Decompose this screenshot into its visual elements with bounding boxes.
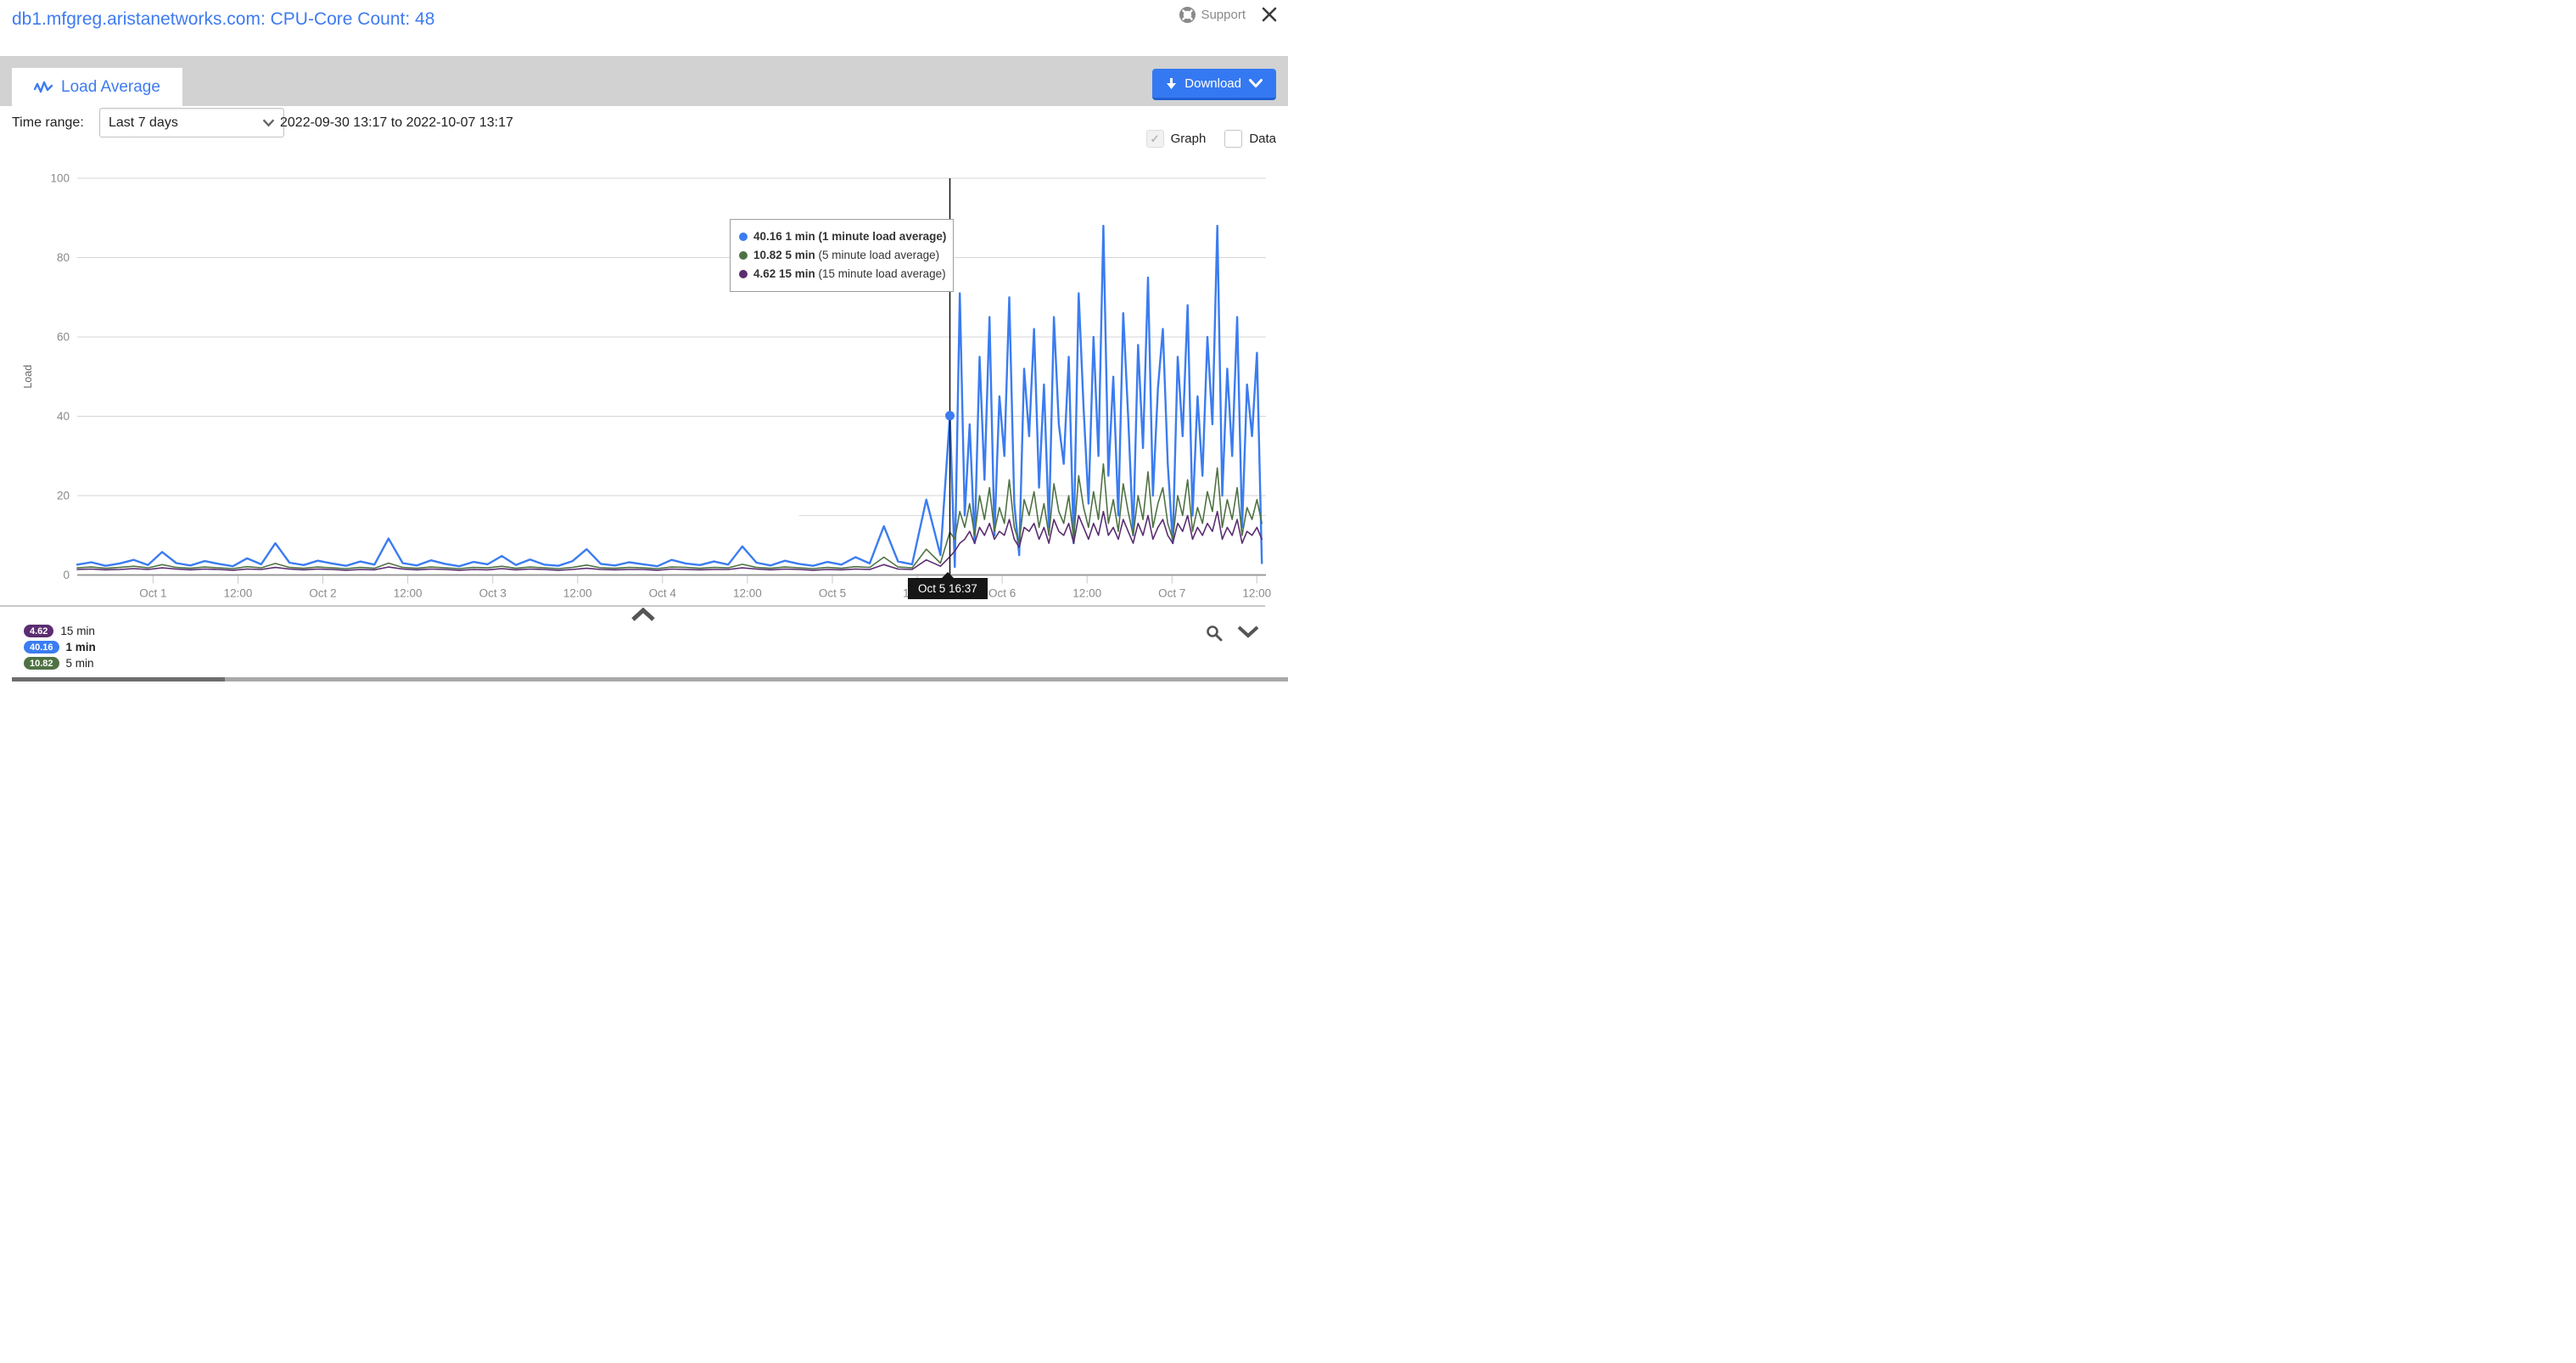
y-tick-label: 40	[57, 410, 70, 423]
tab-load-average[interactable]: Load Average	[12, 68, 182, 106]
x-tick-label: 12:00	[563, 587, 592, 600]
pan-up-chevron-icon[interactable]	[630, 608, 656, 622]
y-tick-label: 60	[57, 331, 70, 344]
tooltip-row: 10.82 5 min (5 minute load average)	[739, 246, 944, 265]
chart-canvas[interactable]: 0 20 40 60 80 100 Load Oct 1 12:00 Oct 2 12:00 Oct …	[0, 157, 1288, 603]
series-1-min	[76, 224, 1263, 569]
x-tick-label: 12:00	[224, 587, 253, 600]
series-5-min	[76, 463, 1263, 569]
chart-legend: 4.62 15 min 40.16 1 min 10.82 5 min	[24, 625, 96, 670]
x-tick-label: 12:00	[1242, 587, 1271, 600]
series-dot-icon	[739, 270, 748, 278]
tab-bar: Load Average Download	[0, 56, 1288, 106]
select-chevron-icon	[262, 119, 275, 126]
y-axis-title: Load	[22, 365, 34, 389]
x-tick-label: 12:00	[1072, 587, 1101, 600]
page-title: db1.mfgreg.aristanetworks.com: CPU-Core …	[12, 9, 435, 29]
crosshair-time-tooltip: Oct 5 16:37	[908, 572, 988, 599]
legend-item[interactable]: 40.16 1 min	[24, 641, 96, 653]
x-tick-label: Oct 6	[988, 587, 1016, 600]
pan-down-chevron-icon[interactable]	[1237, 625, 1259, 638]
y-tick-label: 100	[50, 172, 70, 185]
x-tick-label: 12:00	[733, 587, 762, 600]
graph-label: Graph	[1170, 132, 1207, 146]
legend-value-pill[interactable]: 40.16	[24, 641, 59, 653]
legend-item[interactable]: 4.62 15 min	[24, 625, 96, 637]
x-tick-label: Oct 1	[139, 587, 166, 600]
load-average-chart[interactable]: 0 20 40 60 80 100 Load Oct 1 12:00 Oct 2 12:00 Oct …	[0, 157, 1288, 603]
x-tick-label: Oct 4	[649, 587, 677, 600]
bottom-divider	[0, 605, 1265, 607]
y-tick-label: 80	[57, 251, 70, 264]
legend-value-pill[interactable]: 10.82	[24, 657, 59, 670]
tooltip-row: 4.62 15 min (15 minute load average)	[739, 265, 946, 283]
scrollbar-thumb[interactable]	[12, 677, 225, 682]
x-tick-label: Oct 3	[479, 587, 507, 600]
legend-label: 15 min	[60, 625, 95, 637]
horizontal-scrollbar[interactable]	[12, 677, 1288, 682]
x-tick-label: 12:00	[394, 587, 423, 600]
close-icon[interactable]	[1261, 6, 1278, 23]
pulse-line-icon	[34, 81, 53, 93]
y-tick-label: 20	[57, 490, 70, 502]
legend-item[interactable]: 10.82 5 min	[24, 657, 96, 670]
x-tick-label: Oct 5	[819, 587, 846, 600]
time-range-label: Time range:	[12, 115, 84, 130]
series-dot-icon	[739, 251, 748, 260]
tooltip-row: 40.16 1 min (1 minute load average)	[739, 227, 946, 246]
graph-checkbox[interactable]: ✓	[1145, 130, 1164, 148]
data-label: Data	[1249, 132, 1276, 146]
support-label: Support	[1201, 8, 1246, 22]
series-15-min	[76, 510, 1263, 571]
download-label: Download	[1184, 76, 1241, 91]
zoom-icon[interactable]	[1205, 624, 1224, 642]
chevron-down-icon	[1249, 78, 1263, 87]
life-ring-icon	[1179, 7, 1196, 23]
y-tick-label: 0	[63, 569, 70, 581]
header: db1.mfgreg.aristanetworks.com: CPU-Core …	[0, 0, 1288, 56]
download-button[interactable]: Download	[1152, 69, 1276, 100]
series-dot-icon	[739, 233, 748, 241]
legend-label: 5 min	[65, 657, 94, 670]
download-arrow-icon	[1167, 77, 1177, 89]
tab-label: Load Average	[61, 77, 160, 96]
legend-value-pill[interactable]: 4.62	[24, 625, 54, 637]
date-range-text: 2022-09-30 13:17 to 2022-10-07 13:17	[280, 115, 513, 130]
data-checkbox[interactable]	[1224, 130, 1243, 148]
graph-toggle[interactable]: ✓ Graph	[1145, 130, 1207, 148]
legend-label: 1 min	[65, 641, 96, 653]
hover-point	[945, 411, 955, 421]
data-toggle[interactable]: Data	[1224, 130, 1276, 148]
time-range-select[interactable]: Last 7 days	[99, 108, 284, 137]
x-tick-label: Oct 2	[309, 587, 336, 600]
support-link[interactable]: Support	[1179, 7, 1246, 23]
time-range-value: Last 7 days	[109, 115, 178, 130]
view-toggles: ✓ Graph Data	[1145, 130, 1276, 148]
x-tick-label: Oct 7	[1158, 587, 1185, 600]
chart-tooltip: 40.16 1 min (1 minute load average) 10.82…	[730, 219, 954, 292]
